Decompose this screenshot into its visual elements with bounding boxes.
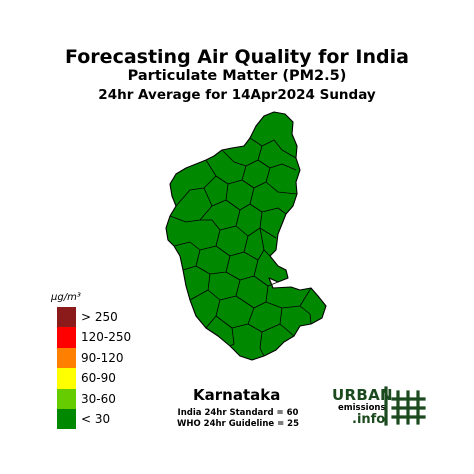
logo-grid-icon xyxy=(384,386,426,426)
legend-label-60-90: 60-90 xyxy=(81,371,116,386)
forecast-period: 24hr Average for 14Apr2024 Sunday xyxy=(98,87,376,103)
legend-swatch-30-60 xyxy=(57,388,76,409)
who-guideline: WHO 24hr Guideline = 25 xyxy=(177,419,300,429)
karnataka-map xyxy=(165,111,327,361)
logo-urban-text: URBAN xyxy=(332,386,393,404)
legend-swatch-90-120 xyxy=(57,347,76,369)
legend-swatch-lt30 xyxy=(57,409,76,430)
map-subtitle: Particulate Matter (PM2.5) xyxy=(127,68,347,84)
legend-label-lt30: < 30 xyxy=(81,412,111,426)
logo-info-text: .info xyxy=(352,412,386,427)
standards-note: India 24hr Standard = 60 WHO 24hr Guidel… xyxy=(177,408,299,430)
india-standard: India 24hr Standard = 60 xyxy=(177,408,299,418)
legend-swatch-gt250 xyxy=(57,307,76,328)
legend-swatch-60-90 xyxy=(57,368,76,389)
legend-unit: μg/m³ xyxy=(51,292,81,303)
state-name: Karnataka xyxy=(193,386,281,404)
district-boundaries xyxy=(169,137,312,357)
legend-label-gt250: > 250 xyxy=(81,310,118,324)
map-title: Forecasting Air Quality for India xyxy=(65,46,409,68)
legend-swatch-120-250 xyxy=(57,327,76,348)
legend-label-120-250: 120-250 xyxy=(81,330,132,345)
logo-emissions-text: emissions xyxy=(338,403,386,413)
legend-label-90-120: 90-120 xyxy=(81,350,124,365)
legend-label-30-60: 30-60 xyxy=(81,391,116,406)
state-outline xyxy=(165,111,327,361)
